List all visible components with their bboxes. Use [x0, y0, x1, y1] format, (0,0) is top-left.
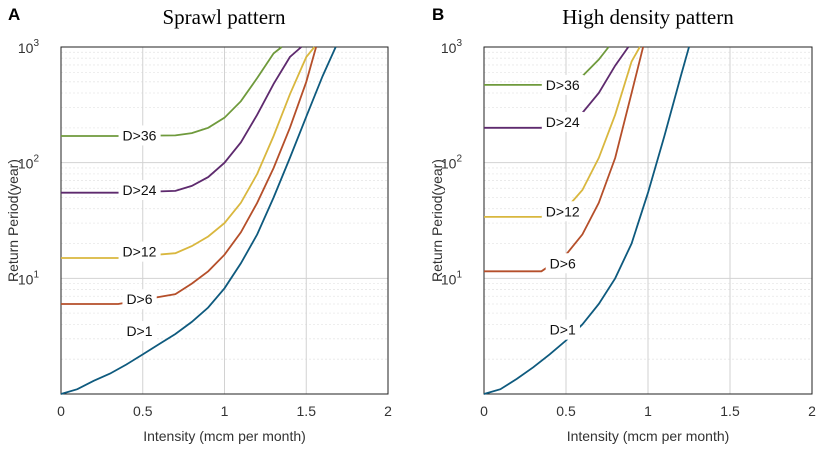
series-label-bg [545, 319, 580, 340]
series-D>12: D>12 [61, 46, 316, 262]
plot-frame [60, 46, 389, 395]
series-label-bg [118, 241, 161, 262]
y-tick-label: 101 [18, 269, 40, 287]
series-label: D>1 [126, 323, 152, 339]
panel-a: D>1 D>6 D>12 D>24 D>36 0 0.5 1 1.5 2 101 102 103 Inte… [5, 5, 392, 444]
y-axis-label: Return Period(year) [429, 159, 445, 282]
series-D>24: D>24 [484, 46, 630, 132]
chart-title: High density pattern [562, 5, 734, 29]
y-tick-label: 103 [441, 38, 463, 56]
series-label: D>36 [123, 127, 157, 143]
series-line [483, 46, 690, 395]
grid [61, 47, 388, 394]
series-D>36: D>36 [61, 46, 283, 146]
x-tick-label: 0 [480, 403, 488, 419]
panel-letter: B [432, 5, 444, 24]
y-axis-label: Return Period(year) [5, 159, 21, 282]
x-tick-label: 2 [808, 403, 816, 419]
x-tick-label: 1 [221, 403, 229, 419]
x-tick-label: 1 [644, 403, 652, 419]
x-tick-label: 0 [57, 403, 65, 419]
series-label-bg [541, 111, 584, 132]
series-label-bg [118, 125, 161, 146]
series-label: D>1 [550, 322, 576, 338]
series-line [484, 46, 644, 273]
y-tick-label: 101 [441, 269, 463, 287]
series-label-bg [122, 321, 157, 342]
series-line [61, 46, 316, 259]
x-axis-label: Intensity (mcm per month) [143, 428, 306, 444]
series-label: D>12 [546, 203, 580, 219]
panel-letter: A [8, 5, 20, 24]
series-line [61, 46, 302, 194]
series-D>6: D>6 [484, 46, 644, 274]
series-label-bg [122, 289, 157, 310]
y-tick-label: 103 [18, 38, 40, 56]
x-tick-label: 2 [384, 403, 392, 419]
series-D>1: D>1 [60, 46, 337, 395]
x-tick-label: 0.5 [556, 403, 576, 419]
series-line [61, 46, 283, 137]
series-label: D>24 [546, 114, 580, 130]
series-label-bg [541, 201, 584, 222]
x-tick-label: 1.5 [720, 403, 740, 419]
chart-title: Sprawl pattern [162, 5, 286, 29]
series-label-bg [118, 180, 161, 201]
y-tick-label: 102 [18, 154, 40, 172]
series-D>36: D>36 [484, 46, 610, 95]
plot-frame [483, 46, 813, 395]
series-label-bg [541, 74, 584, 95]
series-D>24: D>24 [61, 46, 302, 201]
series-D>6: D>6 [61, 46, 317, 310]
grid [484, 47, 812, 394]
series-line [60, 46, 337, 395]
series-label: D>36 [546, 77, 580, 93]
x-axis-label: Intensity (mcm per month) [567, 428, 730, 444]
series-line [61, 46, 317, 305]
series-D>1: D>1 [483, 46, 690, 395]
x-tick-label: 1.5 [297, 403, 317, 419]
series-label: D>6 [126, 291, 152, 307]
series-D>12: D>12 [484, 46, 641, 222]
series-label: D>12 [123, 244, 157, 260]
y-tick-label: 102 [441, 154, 463, 172]
panel-b: D>1 D>6 D>12 D>24 D>36 0 0.5 1 1.5 2 101 102 103 Inte… [429, 5, 816, 444]
series-label: D>6 [550, 255, 576, 271]
series-label: D>24 [123, 182, 157, 198]
x-tick-label: 0.5 [133, 403, 153, 419]
series-label-bg [545, 253, 580, 274]
